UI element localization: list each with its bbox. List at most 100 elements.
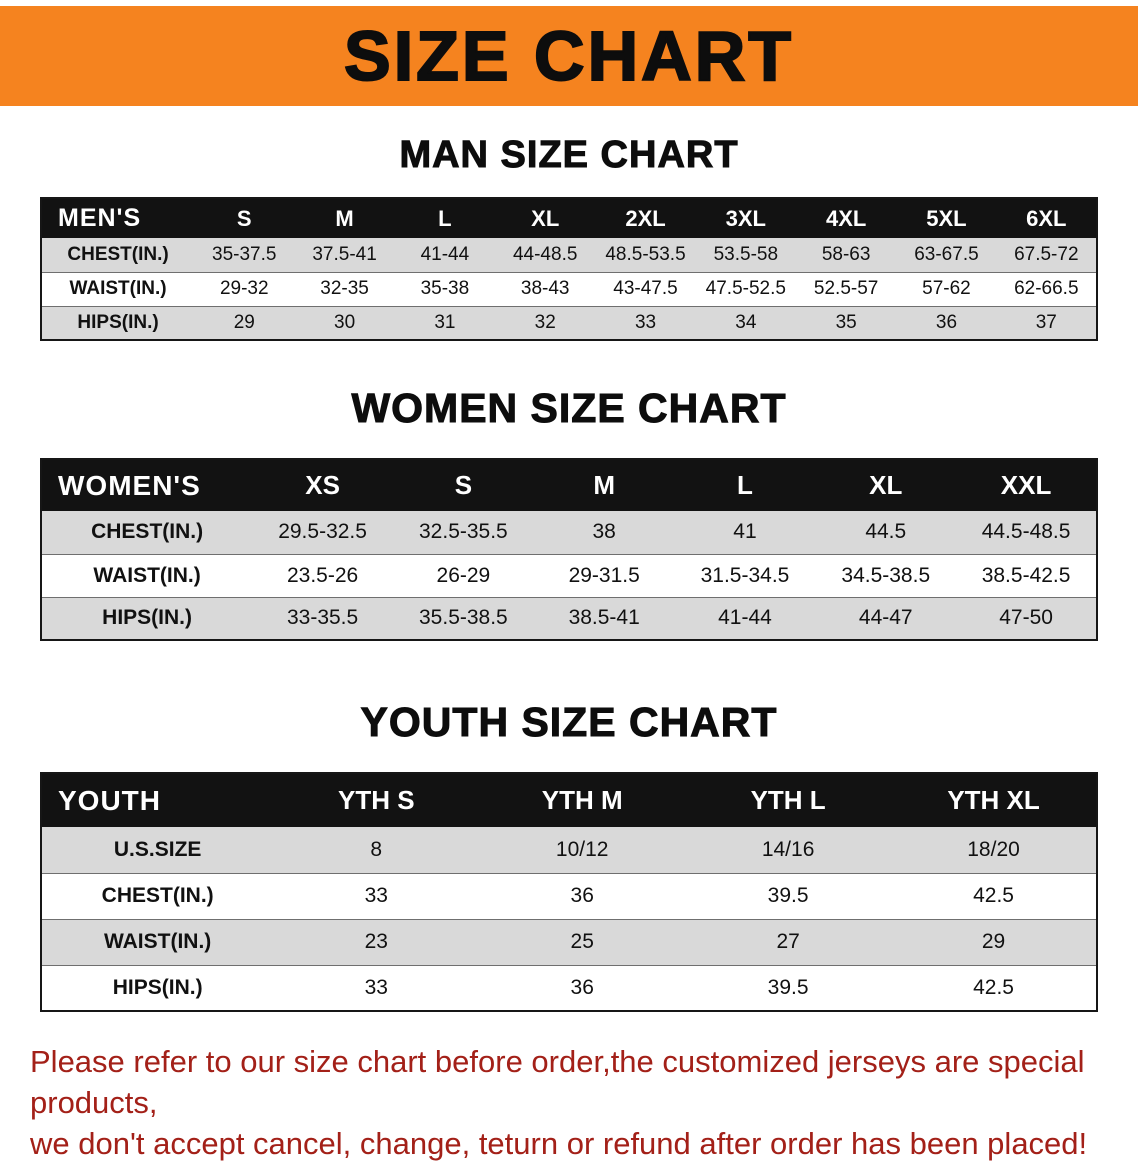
men-size-col-header: S	[194, 198, 295, 238]
men-size-col-header: L	[394, 198, 496, 238]
measurement-cell: 35-37.5	[212, 243, 277, 265]
measurement-cell: 47.5-52.5	[705, 278, 786, 299]
measurement-cell: 32-35	[320, 278, 369, 299]
measurement-cell: 29.5-32.5	[278, 520, 367, 544]
measurement-cell: 63-67.5	[914, 243, 979, 265]
youth-size-col-header: YTH S	[273, 773, 480, 827]
women-measure-row: HIPS(IN.) 33-35.5 35.5-38.5 38.5-41 41-44 44-…	[41, 597, 1097, 640]
women-size-col-header: XS	[252, 459, 393, 511]
measurement-cell: 36	[570, 975, 594, 999]
youth-size-section: YOUTH SIZE CHART YOUTH YTH S YTH M YTH L YTH …	[0, 699, 1138, 1012]
row-label: CHEST(IN.)	[91, 520, 204, 544]
women-table-title: WOMEN'S	[41, 459, 253, 511]
youth-table-title: YOUTH	[41, 773, 274, 827]
measurement-cell: 35-38	[420, 278, 470, 299]
measurement-cell: 34	[735, 311, 757, 333]
row-label: HIPS(IN.)	[102, 606, 193, 630]
measurement-cell: 44-47	[858, 606, 913, 630]
measurement-cell: 44.5	[865, 520, 907, 544]
women-section-heading: WOMEN SIZE CHART	[351, 385, 787, 432]
measurement-cell: 48.5-53.5	[605, 243, 686, 265]
row-label: HIPS(IN.)	[77, 311, 159, 333]
men-measure-row: CHEST(IN.) 35-37.5 37.5-41 41-44 44-48.5 48.5…	[41, 238, 1097, 272]
youth-measure-row: CHEST(IN.) 33 36 39.5 42.5	[41, 873, 1097, 919]
row-label: WAIST(IN.)	[93, 563, 201, 587]
measurement-cell: 23	[364, 930, 388, 953]
measurement-cell: 42.5	[973, 975, 1014, 999]
women-table-header-row: WOMEN'S XS S M L XL XXL	[41, 459, 1097, 511]
measurement-cell: 33	[364, 884, 388, 907]
row-label: CHEST(IN.)	[67, 243, 169, 265]
youth-size-col-header: YTH XL	[891, 773, 1097, 827]
measurement-cell: 25	[570, 930, 594, 953]
men-measure-row: HIPS(IN.) 29 30 31 32 33 34 35 36 37	[41, 306, 1097, 340]
row-label: CHEST(IN.)	[101, 884, 214, 907]
measurement-cell: 30	[334, 311, 356, 333]
measurement-cell: 47-50	[999, 606, 1053, 630]
measurement-cell: 58-63	[821, 243, 871, 265]
men-table-header-row: MEN'S S M L XL 2XL 3XL 4XL 5XL 6XL	[41, 198, 1097, 238]
measurement-cell: 33-35.5	[286, 606, 359, 630]
men-size-col-header: 5XL	[896, 198, 997, 238]
measurement-cell: 38.5-42.5	[981, 563, 1071, 587]
measurement-cell: 27	[776, 930, 800, 953]
measurement-cell: 38.5-41	[568, 606, 640, 630]
men-size-section: MAN SIZE CHART MEN'S S M L XL 2XL 3XL 4XL 5XL 6XL C…	[0, 134, 1138, 341]
youth-section-heading: YOUTH SIZE CHART	[360, 699, 778, 746]
notice-line-1: Please refer to our size chart before or…	[30, 1044, 1085, 1120]
measurement-cell: 14/16	[761, 837, 815, 861]
measurement-cell: 38-43	[520, 278, 570, 299]
measurement-cell: 8	[370, 837, 383, 861]
measurement-cell: 44-48.5	[512, 243, 578, 265]
footer-notice: Please refer to our size chart before or…	[30, 1042, 1108, 1165]
youth-table-header-row: YOUTH YTH S YTH M YTH L YTH XL	[41, 773, 1097, 827]
measurement-cell: 33	[634, 311, 657, 333]
men-size-col-header: 2XL	[595, 198, 696, 238]
measurement-cell: 23.5-26	[286, 563, 359, 587]
men-table-title: MEN'S	[41, 198, 195, 238]
measurement-cell: 29-31.5	[568, 563, 640, 587]
measurement-cell: 26-29	[436, 563, 491, 587]
measurement-cell: 29	[233, 311, 255, 333]
youth-measure-row: WAIST(IN.) 23 25 27 29	[41, 919, 1097, 965]
row-label: WAIST(IN.)	[69, 278, 167, 299]
measurement-cell: 10/12	[555, 837, 609, 861]
measurement-cell: 37.5-41	[312, 243, 377, 265]
measurement-cell: 18/20	[967, 837, 1020, 861]
measurement-cell: 67.5-72	[1014, 243, 1079, 265]
measurement-cell: 41-44	[420, 243, 470, 265]
men-size-table: MEN'S S M L XL 2XL 3XL 4XL 5XL 6XL CHEST(IN.) 35-37…	[40, 197, 1098, 341]
women-size-col-header: S	[392, 459, 534, 511]
measurement-cell: 31	[434, 311, 456, 333]
measurement-cell: 52.5-57	[813, 278, 879, 299]
measurement-cell: 57-62	[922, 278, 971, 299]
banner-title: SIZE CHART	[343, 17, 794, 95]
measurement-cell: 32.5-35.5	[419, 520, 508, 544]
youth-size-col-header: YTH M	[479, 773, 686, 827]
youth-size-col-header: YTH L	[685, 773, 892, 827]
women-size-col-header: L	[674, 459, 816, 511]
measurement-cell: 32	[534, 311, 556, 333]
row-label: U.S.SIZE	[113, 837, 202, 861]
measurement-cell: 35	[835, 311, 857, 333]
measurement-cell: 33	[364, 975, 388, 999]
measurement-cell: 43-47.5	[613, 278, 678, 299]
youth-measure-row: HIPS(IN.) 33 36 39.5 42.5	[41, 965, 1097, 1011]
measurement-cell: 31.5-34.5	[700, 563, 790, 587]
banner: SIZE CHART	[0, 6, 1138, 106]
measurement-cell: 29	[981, 930, 1006, 953]
men-size-col-header: 6XL	[996, 198, 1097, 238]
women-measure-row: WAIST(IN.) 23.5-26 26-29 29-31.5 31.5-34.5 34…	[41, 554, 1097, 597]
measurement-cell: 36	[570, 884, 594, 907]
men-size-col-header: 3XL	[695, 198, 796, 238]
row-label: HIPS(IN.)	[112, 975, 203, 999]
men-size-col-header: M	[294, 198, 395, 238]
youth-measure-row: U.S.SIZE 8 10/12 14/16 18/20	[41, 827, 1097, 873]
men-section-heading: MAN SIZE CHART	[399, 134, 739, 177]
measurement-cell: 39.5	[767, 884, 809, 907]
measurement-cell: 34.5-38.5	[841, 563, 931, 587]
men-size-col-header: XL	[495, 198, 596, 238]
measurement-cell: 36	[935, 311, 958, 333]
men-measure-row: WAIST(IN.) 29-32 32-35 35-38 38-43 43-47.5 47.…	[41, 272, 1097, 306]
